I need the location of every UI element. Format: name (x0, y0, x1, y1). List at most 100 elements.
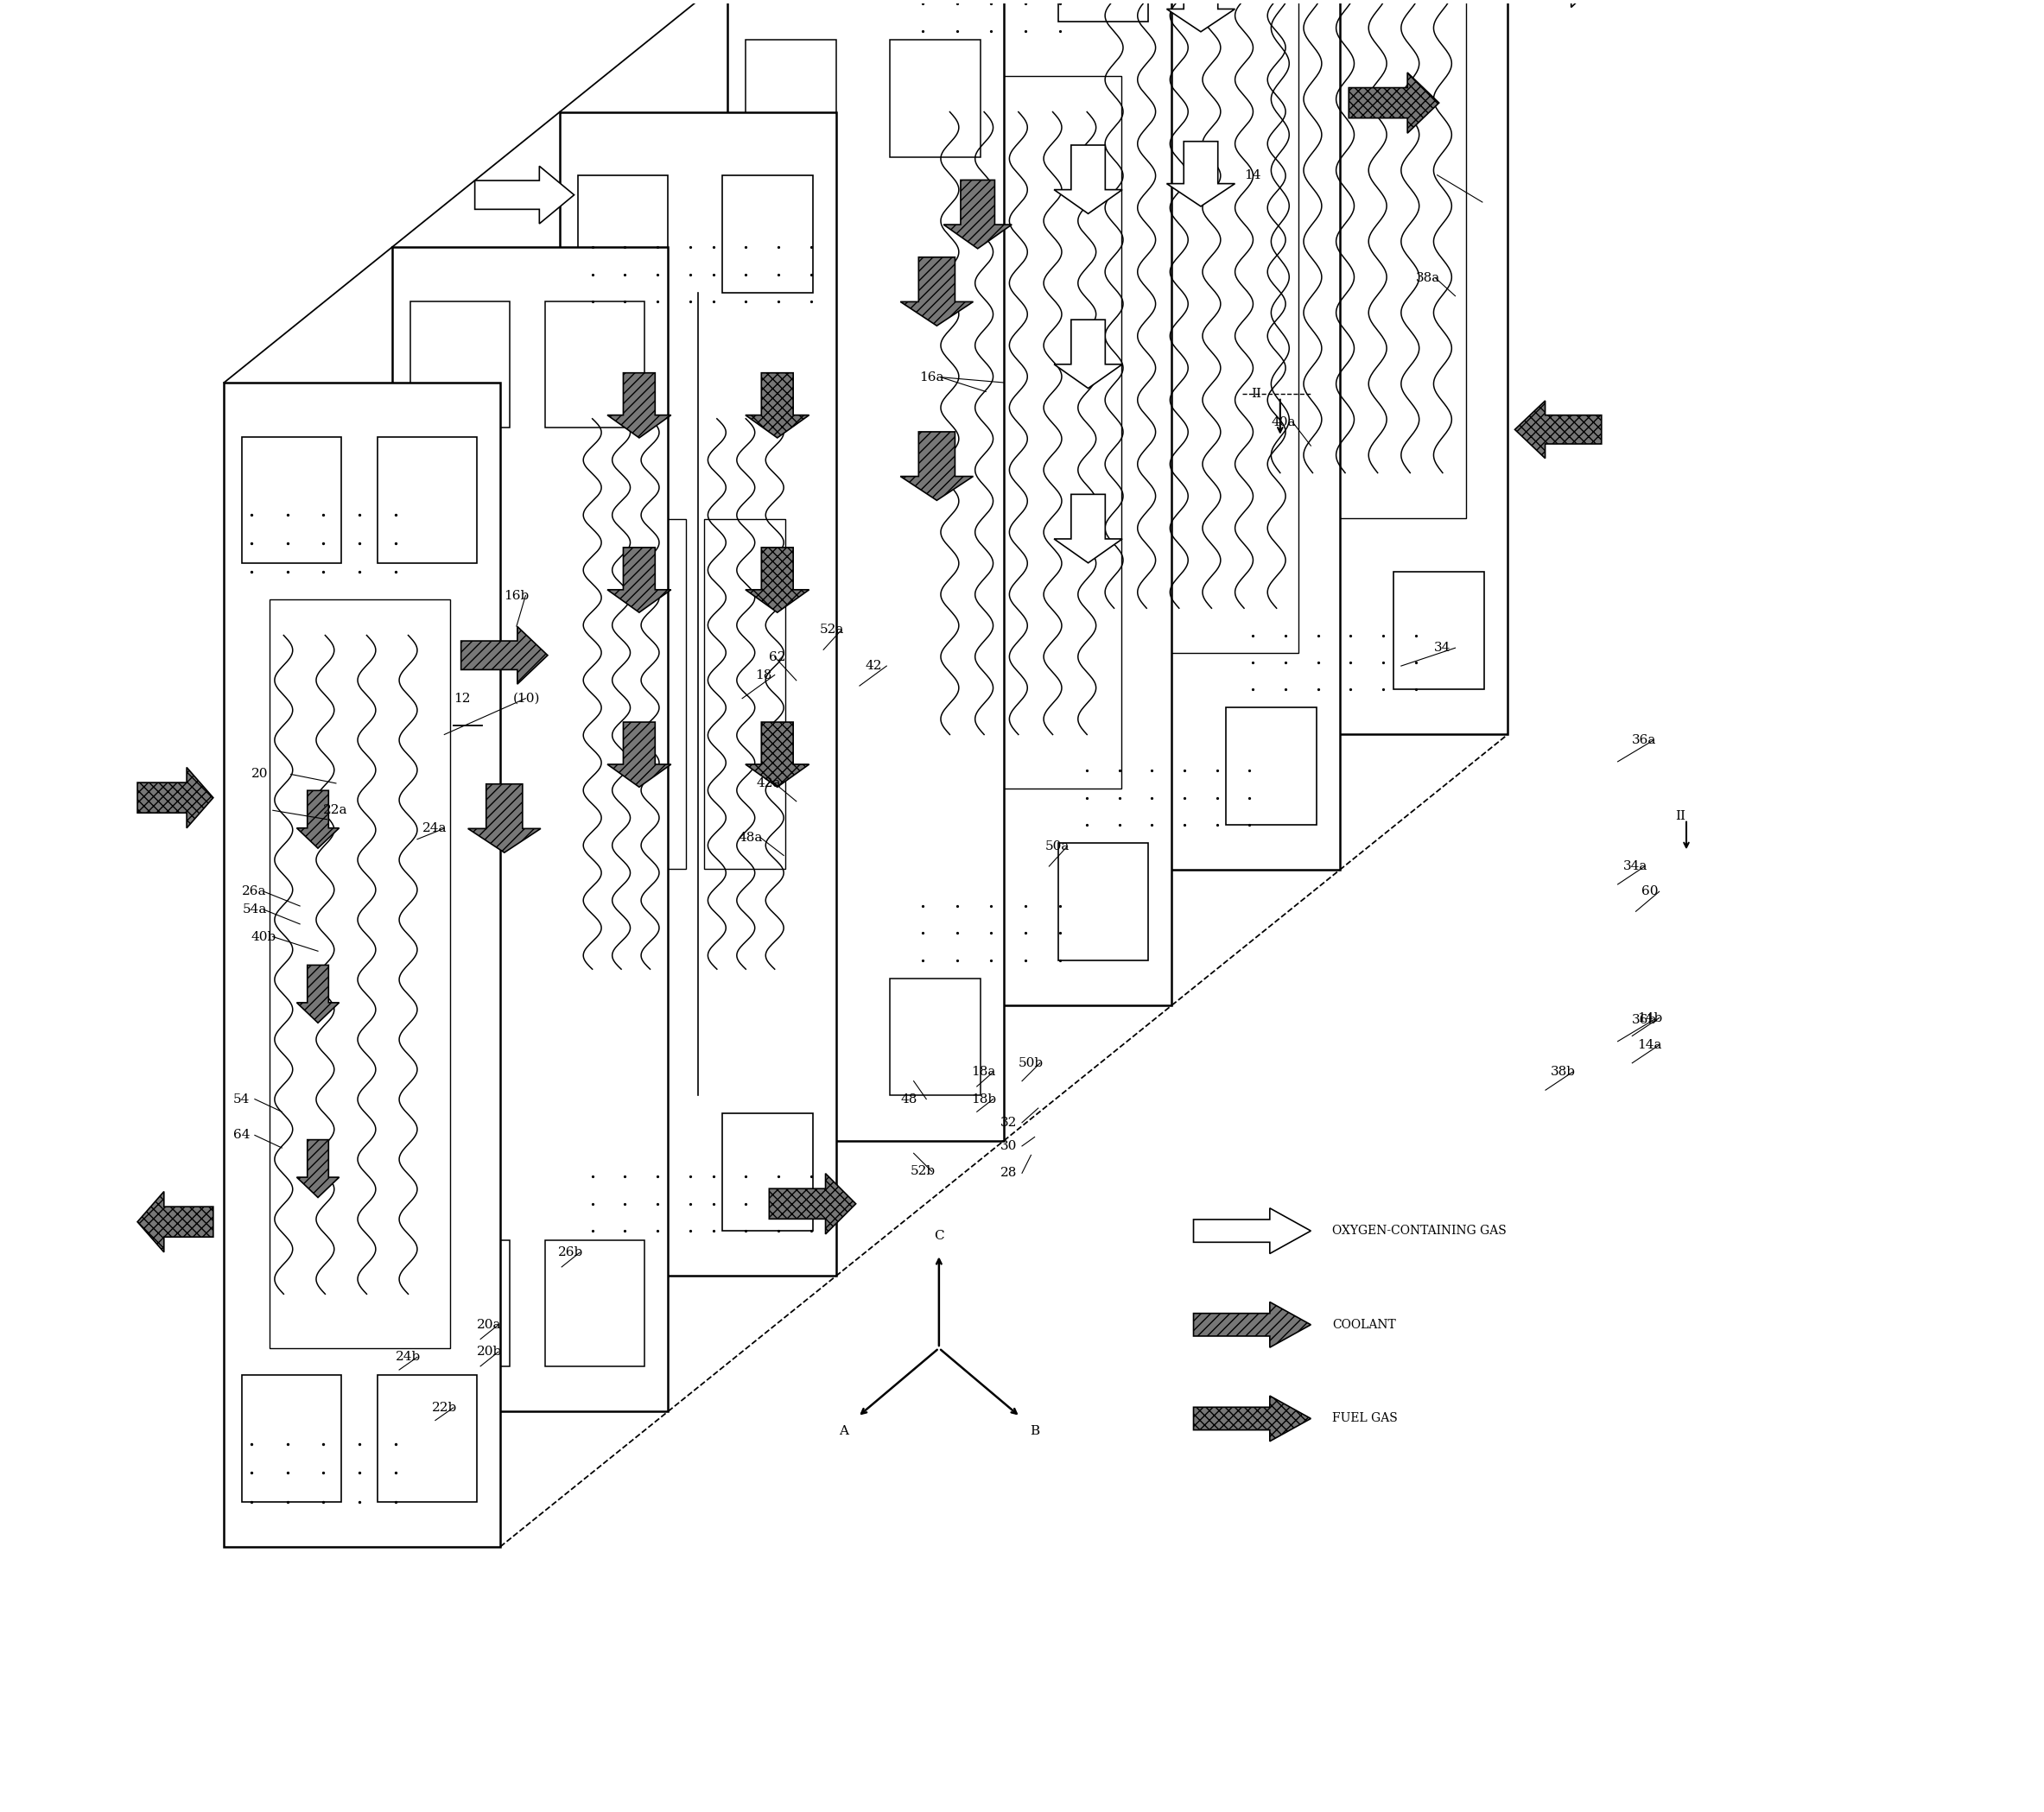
Bar (1059, 843, 1149, 960)
Text: 26a: 26a (241, 886, 268, 897)
Text: 12: 12 (454, 692, 470, 705)
Polygon shape (1167, 0, 1235, 33)
Text: 36a: 36a (1633, 734, 1658, 747)
Polygon shape (137, 1192, 213, 1252)
Text: 16b: 16b (505, 589, 529, 602)
Text: 30: 30 (1000, 1140, 1018, 1152)
Text: 16a: 16a (920, 371, 944, 384)
Text: 32: 32 (1000, 1116, 1018, 1129)
Polygon shape (901, 257, 973, 326)
Polygon shape (1194, 1395, 1310, 1441)
Text: FUEL GAS: FUEL GAS (1333, 1413, 1398, 1424)
Text: B: B (1030, 1426, 1040, 1437)
Bar (891, 978, 981, 1096)
Polygon shape (1063, 0, 1339, 870)
Bar (605, 520, 687, 868)
Bar (914, 0, 1004, 22)
Polygon shape (1194, 1209, 1310, 1254)
Polygon shape (607, 547, 670, 612)
Bar (914, 843, 1004, 960)
Polygon shape (474, 167, 574, 223)
Text: 24a: 24a (423, 823, 448, 835)
Bar (546, 1239, 644, 1366)
Text: II: II (1251, 388, 1261, 399)
Bar (1081, 707, 1171, 824)
Text: 24b: 24b (397, 1352, 421, 1363)
Polygon shape (137, 768, 213, 828)
Text: 34: 34 (1433, 641, 1451, 654)
Text: 20a: 20a (476, 1319, 501, 1330)
Bar (578, 1114, 668, 1230)
Polygon shape (296, 966, 339, 1022)
Polygon shape (746, 547, 809, 612)
Text: 52a: 52a (820, 623, 844, 636)
Text: 18b: 18b (971, 1093, 997, 1105)
Text: 54: 54 (233, 1093, 249, 1105)
Bar (546, 301, 644, 428)
Polygon shape (1055, 145, 1122, 214)
Polygon shape (225, 382, 501, 1547)
Text: 34a: 34a (1623, 861, 1647, 872)
Text: 60: 60 (1641, 886, 1658, 897)
Bar (1104, 0, 1298, 654)
Polygon shape (462, 627, 548, 685)
Bar (578, 176, 668, 292)
Text: II: II (1676, 810, 1686, 823)
Polygon shape (1349, 72, 1439, 134)
Bar (1226, 707, 1316, 824)
Bar (378, 437, 476, 564)
Text: COOLANT: COOLANT (1333, 1319, 1396, 1330)
Bar (1267, 0, 1466, 518)
Bar (1059, 0, 1149, 22)
Text: 18a: 18a (971, 1065, 995, 1078)
Bar (411, 1239, 509, 1366)
Text: (10): (10) (513, 692, 540, 705)
Text: 50b: 50b (1018, 1056, 1044, 1069)
Text: 20: 20 (251, 768, 268, 781)
Polygon shape (728, 0, 1004, 1140)
Bar (891, 40, 981, 158)
Polygon shape (895, 0, 1171, 1006)
Text: 42a: 42a (756, 777, 781, 790)
Text: OXYGEN-CONTAINING GAS: OXYGEN-CONTAINING GAS (1333, 1225, 1506, 1238)
Text: 18: 18 (754, 669, 771, 681)
Bar (411, 301, 509, 428)
Bar (1394, 573, 1484, 689)
Polygon shape (392, 246, 668, 1412)
Polygon shape (468, 785, 542, 853)
Polygon shape (607, 373, 670, 439)
Bar (705, 520, 785, 868)
Text: C: C (934, 1230, 944, 1243)
Text: 20b: 20b (476, 1346, 503, 1357)
Text: 52b: 52b (910, 1165, 936, 1178)
Text: 48a: 48a (738, 832, 762, 843)
Polygon shape (1230, 0, 1508, 734)
Text: 48: 48 (901, 1093, 918, 1105)
Text: 64: 64 (233, 1129, 249, 1142)
Polygon shape (746, 723, 809, 786)
Text: 50a: 50a (1044, 841, 1069, 852)
Bar (241, 437, 341, 564)
Text: 36b: 36b (1633, 1013, 1658, 1026)
Bar (378, 1375, 476, 1502)
Polygon shape (769, 1174, 856, 1234)
Polygon shape (1055, 495, 1122, 564)
Text: 40b: 40b (251, 931, 276, 942)
Polygon shape (560, 112, 836, 1276)
Polygon shape (944, 179, 1012, 248)
Polygon shape (1194, 1303, 1310, 1348)
Polygon shape (1167, 141, 1235, 207)
Bar (1247, 573, 1337, 689)
Text: 54a: 54a (241, 904, 266, 915)
Text: 40a: 40a (1271, 417, 1296, 428)
Text: 26b: 26b (558, 1247, 583, 1259)
Bar (241, 1375, 341, 1502)
Text: 38b: 38b (1551, 1065, 1576, 1078)
Polygon shape (296, 790, 339, 848)
Text: 22a: 22a (323, 805, 347, 817)
Polygon shape (901, 431, 973, 500)
Bar (722, 176, 814, 292)
Polygon shape (1055, 319, 1122, 388)
Text: 38a: 38a (1416, 272, 1439, 284)
Bar (746, 978, 836, 1096)
